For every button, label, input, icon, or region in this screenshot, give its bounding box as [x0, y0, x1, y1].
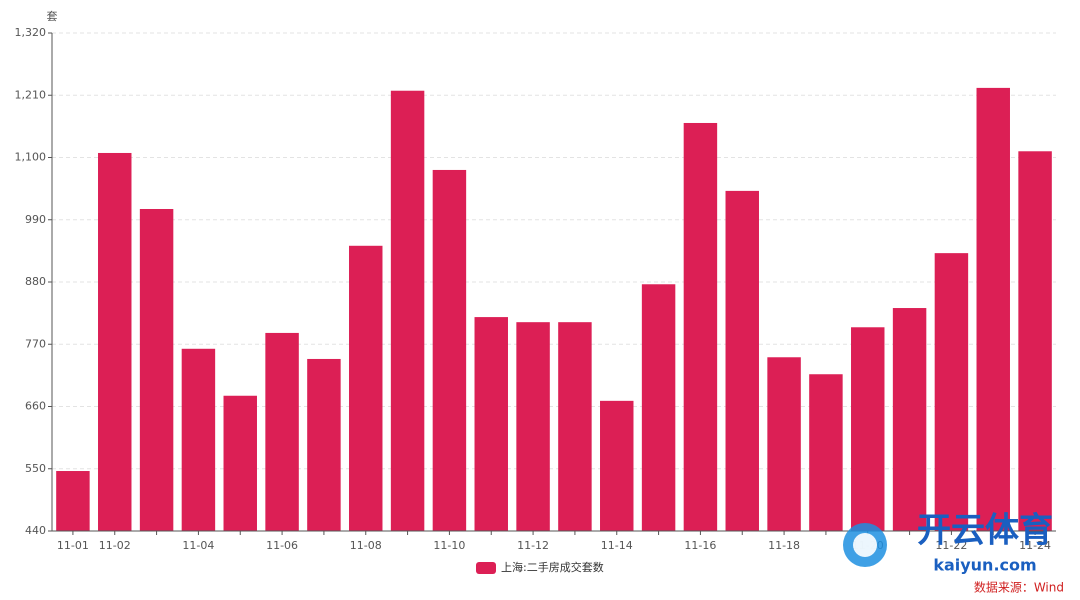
bar	[98, 152, 132, 532]
bar	[725, 190, 759, 531]
watermark-logo-inner	[853, 533, 877, 557]
x-tick-label: 11-22	[935, 539, 967, 552]
bar	[851, 327, 885, 531]
x-tick-label: 11-04	[182, 539, 214, 552]
bar	[474, 317, 508, 531]
source-note: 数据来源：Wind	[974, 580, 1064, 595]
bar	[432, 169, 467, 531]
bar	[349, 245, 383, 532]
bar	[307, 358, 341, 531]
bar	[683, 122, 718, 531]
x-tick-label: 11-10	[433, 539, 465, 552]
y-unit: 套	[47, 10, 58, 23]
bar	[516, 322, 550, 531]
bar	[56, 471, 90, 531]
x-tick-label: 11-18	[768, 539, 800, 552]
bar	[223, 395, 257, 531]
legend-swatch	[476, 562, 496, 574]
bar	[139, 208, 174, 531]
bar	[265, 332, 299, 531]
y-tick-label: 660	[25, 400, 46, 413]
y-tick-label: 1,210	[15, 88, 47, 101]
y-tick-label: 880	[25, 275, 46, 288]
watermark-brand: 开云体育	[917, 511, 1053, 551]
y-tick-label: 1,320	[15, 26, 47, 39]
legend-label: 上海:二手房成交套数	[501, 560, 604, 574]
bar	[976, 87, 1010, 531]
x-tick-label: 11-01	[57, 539, 89, 552]
x-tick-label: 11-06	[266, 539, 298, 552]
x-tick-label: 11-24	[1019, 539, 1051, 552]
y-tick-label: 770	[25, 337, 46, 350]
bar	[558, 322, 592, 531]
watermark-site: kaiyun.com	[933, 556, 1036, 575]
watermark: 开云体育 kaiyun.com	[843, 511, 1053, 575]
x-tick-label: 11-08	[350, 539, 382, 552]
bar	[934, 253, 969, 531]
bar	[600, 400, 634, 531]
x-tick-label: 11-02	[99, 539, 131, 552]
x-tick-label: 11-12	[517, 539, 549, 552]
y-tick-label: 1,100	[15, 151, 47, 164]
x-tick-label: 11-16	[684, 539, 716, 552]
bar	[390, 90, 425, 532]
bar	[809, 374, 843, 531]
y-tick-label: 550	[25, 462, 46, 475]
y-tick-label: 990	[25, 213, 46, 226]
bar	[181, 348, 216, 531]
x-tick-label: 11-14	[601, 539, 633, 552]
bar	[1018, 151, 1052, 531]
bar	[892, 308, 927, 531]
bar	[641, 284, 676, 531]
bar	[767, 357, 801, 531]
y-tick-label: 440	[25, 524, 46, 537]
